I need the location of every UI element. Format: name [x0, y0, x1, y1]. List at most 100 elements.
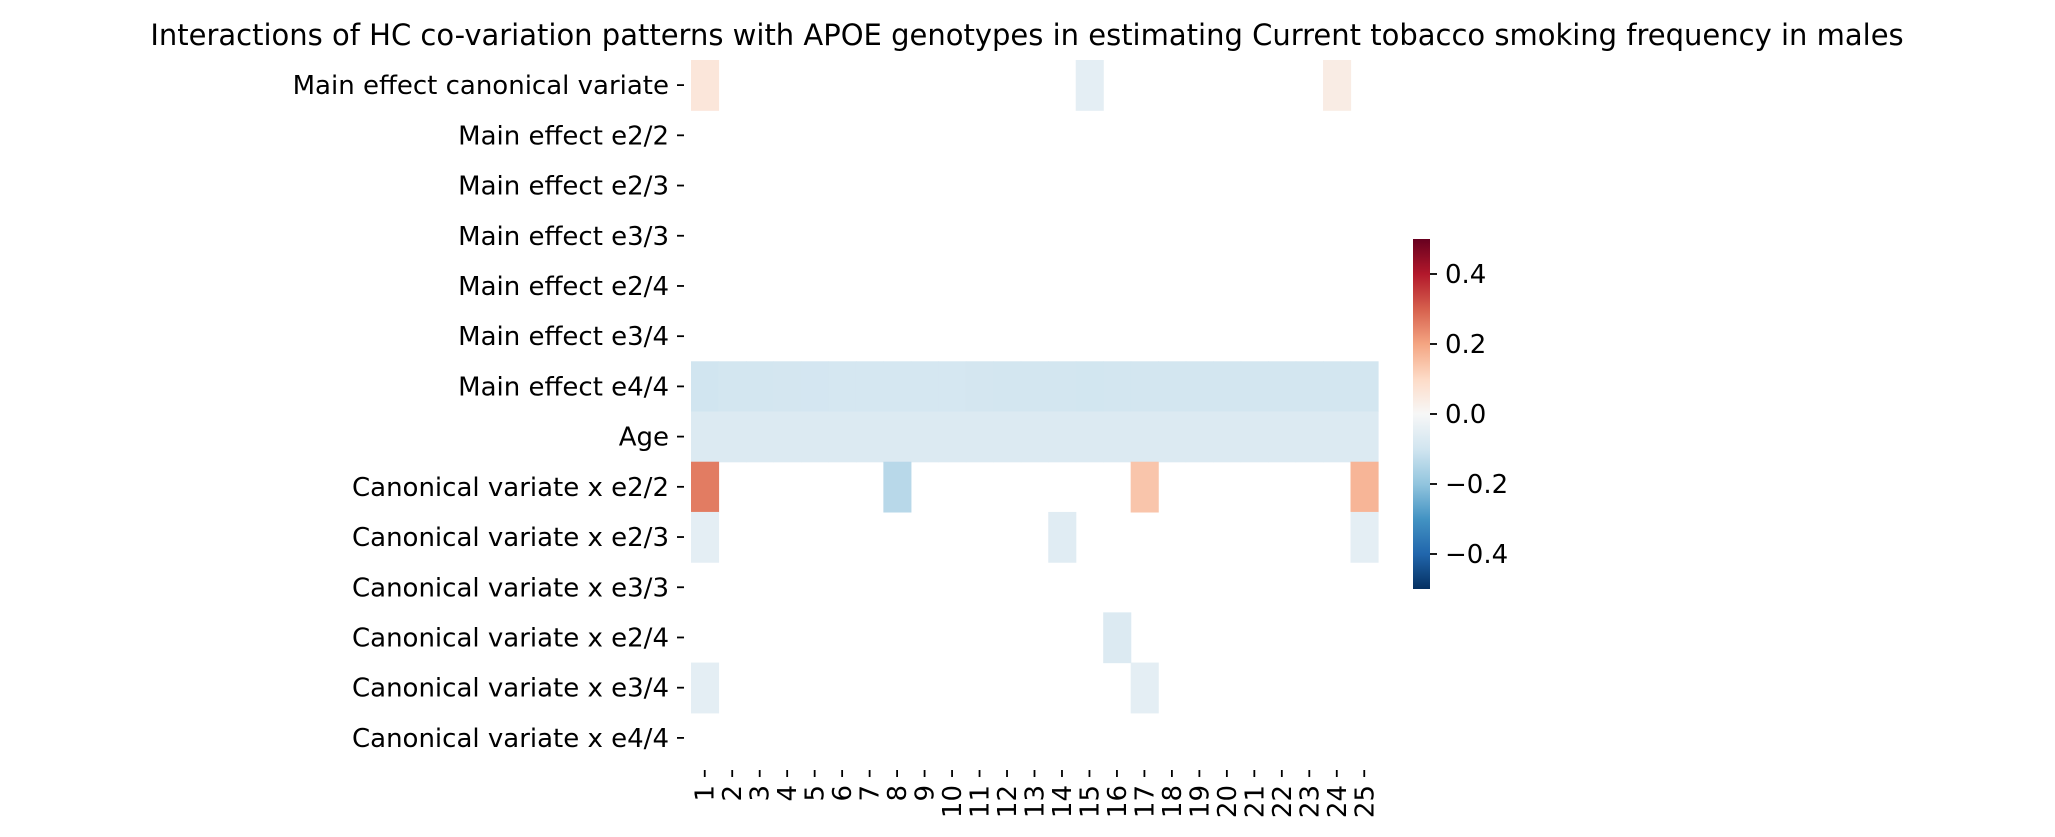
heatmap-cell: [800, 411, 829, 463]
y-tick-label: Canonical variate x e2/4: [352, 623, 669, 653]
heatmap-cell: [1158, 361, 1187, 413]
heatmap-cell: [855, 411, 884, 463]
x-tick-label: 22: [1268, 785, 1298, 818]
x-tick-label: 13: [1021, 785, 1051, 818]
colorbar-tick-label: −0.2: [1445, 470, 1508, 500]
x-tick-label: 11: [966, 785, 996, 818]
heatmap-cell: [1130, 361, 1159, 413]
heatmap-cell: [1130, 662, 1159, 714]
heatmap-cell: [828, 361, 857, 413]
heatmap-cell: [718, 361, 747, 413]
y-tick-label: Canonical variate x e2/3: [352, 523, 669, 553]
x-tick-label: 9: [911, 785, 941, 802]
heatmap-cell: [1268, 411, 1297, 463]
x-tick-label: 16: [1103, 785, 1133, 818]
heatmap-cell: [1158, 411, 1187, 463]
y-tick-label: Main effect e3/3: [458, 222, 669, 252]
heatmap-cell: [691, 662, 720, 714]
heatmap-cell: [1075, 411, 1104, 463]
heatmap-cell: [1048, 511, 1077, 563]
heatmap-cell: [938, 361, 967, 413]
heatmap-cell: [1350, 461, 1379, 513]
heatmap-cell: [691, 511, 720, 563]
heatmap-cell: [691, 60, 720, 111]
x-tick-label: 17: [1130, 785, 1160, 818]
heatmap-cell: [745, 361, 775, 413]
x-tick-label: 5: [801, 785, 831, 802]
heatmap-cell: [1213, 361, 1242, 413]
y-tick-label: Canonical variate x e4/4: [352, 724, 669, 754]
heatmap-cell: [1185, 411, 1214, 463]
heatmap-cell: [1185, 361, 1214, 413]
x-tick-label: 19: [1185, 785, 1215, 818]
heatmap-cell: [1075, 361, 1104, 413]
colorbar-tick-label: 0.0: [1445, 400, 1486, 430]
heatmap-cell: [691, 411, 720, 463]
x-tick-label: 21: [1240, 785, 1270, 818]
heatmap-cell: [1103, 612, 1132, 664]
x-tick-label: 20: [1213, 785, 1243, 818]
heatmap-cell: [910, 411, 939, 463]
heatmap-cell: [1103, 361, 1132, 413]
heatmap-cells: [691, 60, 1379, 714]
heatmap-cell: [855, 361, 884, 413]
heatmap-cell: [773, 411, 802, 463]
heatmap-cell: [1048, 361, 1077, 413]
y-tick-label: Main effect e2/4: [458, 272, 669, 302]
y-tick-label: Main effect e2/3: [458, 172, 669, 202]
heatmap-cell: [1075, 60, 1104, 111]
x-tick-label: 10: [938, 785, 968, 818]
x-tick-label: 8: [883, 785, 913, 802]
x-tick-label: 12: [993, 785, 1023, 818]
heatmap-cell: [773, 361, 802, 413]
chart-title: Interactions of HC co-variation patterns…: [150, 18, 1903, 52]
y-tick-label: Canonical variate x e3/4: [352, 674, 669, 704]
heatmap-cell: [1350, 411, 1379, 463]
heatmap-cell: [691, 461, 720, 513]
x-tick-label: 7: [856, 785, 886, 802]
colorbar-tick-label: −0.4: [1445, 540, 1508, 570]
heatmap-cell: [1103, 411, 1132, 463]
x-axis: 1234567891011121314151617181920212223242…: [691, 770, 1380, 818]
heatmap-cell: [1130, 461, 1159, 513]
x-tick-label: 3: [746, 785, 776, 802]
heatmap-cell: [1213, 411, 1242, 463]
heatmap-cell: [1323, 60, 1352, 111]
x-tick-label: 2: [718, 785, 748, 802]
heatmap-cell: [1350, 511, 1379, 563]
heatmap-cell: [883, 461, 912, 513]
heatmap-cell: [993, 361, 1022, 413]
x-tick-label: 4: [773, 785, 803, 802]
y-tick-label: Main effect e3/4: [458, 322, 669, 352]
heatmap-cell: [938, 411, 967, 463]
x-tick-label: 15: [1075, 785, 1105, 818]
heatmap-cell: [828, 411, 857, 463]
heatmap-cell: [1130, 411, 1159, 463]
heatmap-cell: [800, 361, 829, 413]
y-tick-label: Canonical variate x e2/2: [352, 473, 669, 503]
heatmap-cell: [965, 411, 994, 463]
heatmap-cell: [745, 411, 775, 463]
heatmap-cell: [883, 411, 912, 463]
heatmap-cell: [1020, 361, 1049, 413]
heatmap-cell: [691, 361, 720, 413]
x-tick-label: 23: [1295, 785, 1325, 818]
heatmap-cell: [718, 411, 747, 463]
heatmap-cell: [1295, 361, 1324, 413]
y-tick-label: Main effect canonical variate: [293, 71, 669, 101]
heatmap-cell: [910, 361, 939, 413]
x-tick-label: 14: [1048, 785, 1078, 818]
heatmap-cell: [965, 361, 994, 413]
heatmap-cell: [993, 411, 1022, 463]
y-tick-label: Main effect e4/4: [458, 372, 669, 402]
heatmap-cell: [1350, 361, 1379, 413]
heatmap-cell: [883, 361, 912, 413]
colorbar: 0.4 0.2 0.0 −0.2 −0.4: [1413, 239, 1508, 589]
heatmap-cell: [1048, 411, 1077, 463]
heatmap-cell: [1240, 411, 1269, 463]
heatmap-cell: [1323, 361, 1352, 413]
y-axis: Main effect canonical variate Main effect…: [293, 71, 684, 754]
colorbar-tick-label: 0.2: [1445, 330, 1486, 360]
colorbar-gradient: [1413, 239, 1430, 589]
heatmap-cell: [1323, 411, 1352, 463]
